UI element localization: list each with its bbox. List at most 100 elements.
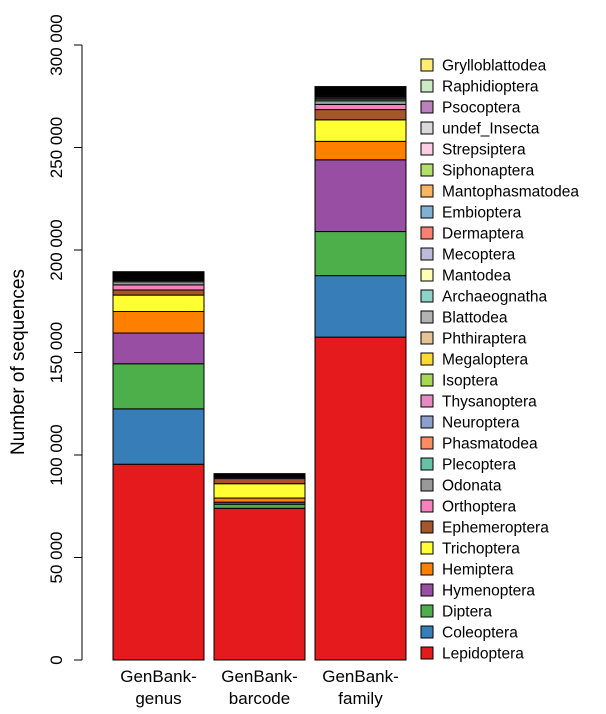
legend-label: Archaeognatha xyxy=(442,289,548,306)
legend-label: Odonata xyxy=(442,478,502,495)
legend-swatch xyxy=(420,121,434,135)
bar-segment xyxy=(314,336,407,661)
legend-label: Ephemeroptera xyxy=(442,520,549,537)
bar-segment xyxy=(314,159,407,233)
legend-swatch xyxy=(420,541,434,555)
x-tick-label: genus xyxy=(135,689,181,708)
legend-label: Strepsiptera xyxy=(442,142,526,159)
bar-segment xyxy=(112,463,205,661)
legend-label: Mecoptera xyxy=(442,247,516,264)
legend-label: Psocoptera xyxy=(442,100,521,117)
y-tick-label: 0 xyxy=(47,655,66,664)
legend-swatch xyxy=(420,604,434,618)
y-tick-label: 300 000 xyxy=(47,14,66,75)
bar-segment xyxy=(213,478,306,485)
legend-swatch xyxy=(420,247,434,261)
bar-segment xyxy=(314,275,407,338)
y-tick-label: 250 000 xyxy=(47,117,66,178)
legend-swatch xyxy=(420,457,434,471)
bar-segment xyxy=(213,473,306,475)
bar-segment xyxy=(314,103,407,111)
legend: Grylloblattodea Raphidioptera Psocoptera un… xyxy=(420,58,579,663)
x-tick-label: GenBank- xyxy=(221,667,298,686)
legend-label: Thysanoptera xyxy=(442,394,537,411)
legend-swatch xyxy=(420,646,434,660)
legend-swatch xyxy=(420,373,434,387)
legend-label: Hymenoptera xyxy=(442,583,535,600)
bar-segment xyxy=(112,363,205,410)
bar-segment xyxy=(112,289,205,296)
legend-swatch xyxy=(420,79,434,93)
legend-label: Dermaptera xyxy=(442,226,524,243)
legend-swatch xyxy=(420,499,434,513)
legend-swatch xyxy=(420,478,434,492)
legend-label: Mantophasmatodea xyxy=(442,184,579,201)
legend-label: Grylloblattodea xyxy=(442,58,547,75)
legend-swatch xyxy=(420,58,434,72)
bar-segment xyxy=(112,311,205,334)
bar-segment xyxy=(112,271,205,273)
legend-label: Isoptera xyxy=(442,373,498,390)
legend-swatch xyxy=(420,163,434,177)
bar-segment xyxy=(112,294,205,313)
bar-segment xyxy=(213,497,306,503)
bar-segment xyxy=(213,483,306,499)
bar-segment xyxy=(314,119,407,142)
legend-label: Phasmatodea xyxy=(442,436,538,453)
legend-label: Coleoptera xyxy=(442,625,518,642)
legend-swatch xyxy=(420,625,434,639)
bars xyxy=(112,86,407,661)
bar-segment xyxy=(213,507,306,661)
legend-label: Megaloptera xyxy=(442,352,529,369)
legend-swatch xyxy=(420,352,434,366)
legend-swatch xyxy=(420,289,434,303)
legend-label: Embioptera xyxy=(442,205,522,222)
legend-label: Raphidioptera xyxy=(442,79,539,96)
y-tick-label: 100 000 xyxy=(47,424,66,485)
bar-segment xyxy=(314,86,407,88)
legend-swatch xyxy=(420,436,434,450)
bar-segment xyxy=(112,408,205,465)
y-axis: 0 50 000 100 000 150 000 200 000 250 000 300 0… xyxy=(47,14,83,665)
x-tick-label: family xyxy=(338,689,383,708)
legend-label: Orthoptera xyxy=(442,499,516,516)
legend-label: Neuroptera xyxy=(442,415,520,432)
bar-segment xyxy=(213,503,306,509)
legend-swatch xyxy=(420,562,434,576)
y-axis-label: Number of sequences xyxy=(8,269,29,455)
legend-label: undef_Insecta xyxy=(442,121,540,138)
y-tick-label: 50 000 xyxy=(47,532,66,584)
legend-swatch xyxy=(420,184,434,198)
legend-label: Lepidoptera xyxy=(442,646,524,663)
legend-swatch xyxy=(420,583,434,597)
legend-label: Mantodea xyxy=(442,268,511,285)
legend-swatch xyxy=(420,100,434,114)
bar-segment xyxy=(314,140,407,161)
x-tick-label: GenBank- xyxy=(120,667,197,686)
bar-segment xyxy=(112,284,205,291)
legend-swatch xyxy=(420,268,434,282)
bar-segment xyxy=(314,109,407,121)
x-axis-labels: GenBank-genus GenBank-barcode GenBank-fami… xyxy=(120,667,399,708)
bar-segment xyxy=(314,231,407,277)
legend-swatch xyxy=(420,226,434,240)
legend-swatch xyxy=(420,205,434,219)
legend-swatch xyxy=(420,394,434,408)
bar-segment xyxy=(314,100,407,105)
legend-label: Phthiraptera xyxy=(442,331,527,348)
legend-label: Siphonaptera xyxy=(442,163,535,180)
legend-label: Trichoptera xyxy=(442,541,520,558)
legend-swatch xyxy=(420,331,434,345)
legend-label: Diptera xyxy=(442,604,492,621)
legend-swatch xyxy=(420,310,434,324)
legend-swatch xyxy=(420,142,434,156)
y-tick-label: 150 000 xyxy=(47,322,66,383)
legend-swatch xyxy=(420,520,434,534)
bar-segment xyxy=(112,332,205,365)
legend-label: Blattodea xyxy=(442,310,508,327)
x-tick-label: barcode xyxy=(229,689,290,708)
x-tick-label: GenBank- xyxy=(322,667,399,686)
y-tick-label: 200 000 xyxy=(47,219,66,280)
legend-label: Hemiptera xyxy=(442,562,514,579)
